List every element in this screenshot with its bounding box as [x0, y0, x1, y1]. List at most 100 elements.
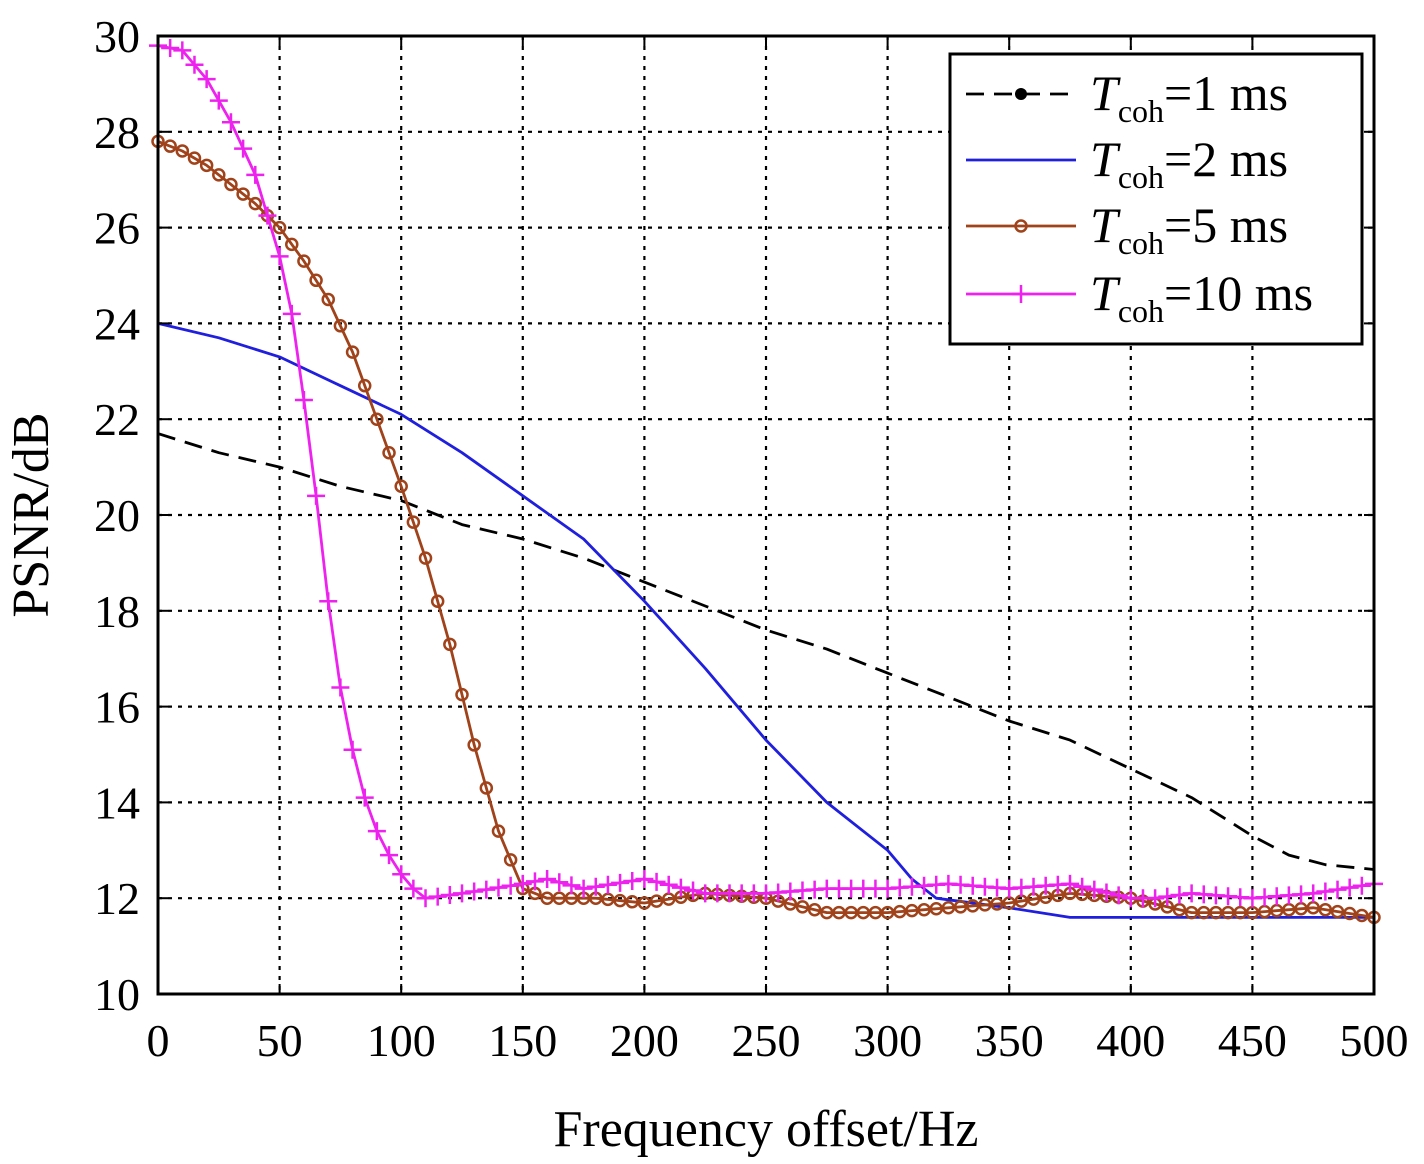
data-point — [345, 345, 360, 359]
data-point — [477, 880, 496, 899]
data-point — [380, 846, 399, 865]
data-point — [355, 788, 374, 807]
data-point — [525, 872, 544, 891]
data-point — [321, 292, 335, 307]
x-tick-label: 50 — [257, 1015, 303, 1066]
data-point — [550, 873, 569, 892]
data-point — [406, 515, 421, 529]
data-point — [185, 55, 204, 74]
data-point — [175, 144, 190, 158]
data-point — [404, 879, 423, 898]
data-point — [467, 738, 481, 752]
legend-label: Tcoh=2 ms — [1090, 131, 1288, 195]
data-point — [513, 874, 532, 893]
x-tick-label: 150 — [488, 1015, 557, 1066]
y-tick-label: 16 — [94, 682, 140, 733]
data-point — [1342, 906, 1357, 921]
tick-layer: 0 50 100 150 200 250 300 350 400 450 500 10 12 14 16 18… — [94, 11, 1409, 1066]
data-point — [394, 479, 408, 494]
y-tick-label: 26 — [94, 203, 140, 254]
data-point — [538, 870, 557, 889]
data-point — [649, 894, 664, 908]
legend-label: Tcoh=1 ms — [1090, 65, 1288, 129]
series-4 — [149, 36, 1383, 908]
data-point — [212, 168, 226, 182]
data-point — [1097, 883, 1116, 902]
data-point — [453, 884, 471, 903]
data-point — [1304, 884, 1323, 903]
data-point — [367, 822, 386, 841]
data-point — [1146, 889, 1165, 908]
data-point — [430, 594, 445, 608]
data-point — [623, 871, 642, 890]
data-point — [343, 740, 362, 759]
data-point — [163, 139, 177, 153]
data-point — [1318, 902, 1333, 917]
data-point — [319, 592, 338, 611]
data-point — [309, 273, 323, 288]
series-layer — [149, 36, 1383, 925]
y-tick-label: 24 — [94, 298, 140, 349]
x-tick-label: 200 — [610, 1015, 679, 1066]
data-point — [1340, 878, 1359, 897]
data-point — [598, 875, 617, 894]
data-point — [258, 206, 277, 225]
data-point — [248, 196, 263, 211]
data-point — [234, 139, 253, 158]
data-point — [187, 151, 202, 165]
data-point — [625, 895, 639, 909]
data-point — [331, 678, 350, 697]
data-point — [307, 486, 326, 505]
data-point — [197, 70, 216, 89]
data-point — [297, 254, 311, 268]
x-tick-label: 0 — [147, 1015, 170, 1066]
data-point — [199, 158, 214, 173]
data-point — [795, 900, 810, 914]
y-tick-label: 10 — [94, 969, 140, 1020]
legend-entry: Tcoh=5 ms — [966, 197, 1288, 261]
data-point — [465, 882, 484, 901]
data-point — [1330, 904, 1345, 919]
data-point — [224, 177, 238, 192]
data-point — [440, 886, 459, 905]
data-point — [246, 165, 265, 184]
data-point — [613, 893, 627, 908]
data-point — [173, 41, 192, 60]
data-point — [221, 113, 240, 132]
data-point — [282, 304, 301, 323]
x-tick-label: 300 — [853, 1015, 922, 1066]
legend-label: Tcoh=5 ms — [1090, 197, 1288, 261]
series-line — [157, 432, 1375, 871]
x-tick-label: 500 — [1340, 1015, 1409, 1066]
legend-label: Tcoh=10 ms — [1090, 265, 1313, 329]
data-point — [479, 781, 494, 795]
x-tick-label: 350 — [975, 1015, 1044, 1066]
data-point — [635, 870, 654, 889]
y-tick-label: 22 — [94, 394, 140, 445]
y-tick-label: 28 — [94, 107, 140, 158]
data-point — [1172, 902, 1187, 917]
legend-entry: Tcoh=2 ms — [966, 131, 1288, 195]
data-point — [333, 319, 348, 333]
x-axis-label: Frequency offset/Hz — [553, 1101, 978, 1158]
data-point — [1158, 887, 1177, 906]
data-point — [586, 877, 605, 896]
data-point — [1316, 882, 1335, 901]
data-point — [285, 237, 299, 252]
data-point — [491, 824, 506, 838]
data-point — [659, 875, 678, 894]
y-tick-label: 20 — [94, 490, 140, 541]
data-point — [1328, 880, 1347, 899]
x-tick-label: 400 — [1096, 1015, 1165, 1066]
data-point — [272, 220, 287, 235]
legend-entry: Tcoh=1 ms — [966, 65, 1288, 129]
data-point — [392, 865, 411, 884]
y-axis-label: PSNR/dB — [3, 412, 60, 617]
data-point — [1085, 880, 1104, 899]
data-point — [443, 637, 457, 652]
series-1 — [157, 432, 1375, 871]
data-point — [1355, 908, 1369, 923]
data-point — [418, 551, 433, 565]
